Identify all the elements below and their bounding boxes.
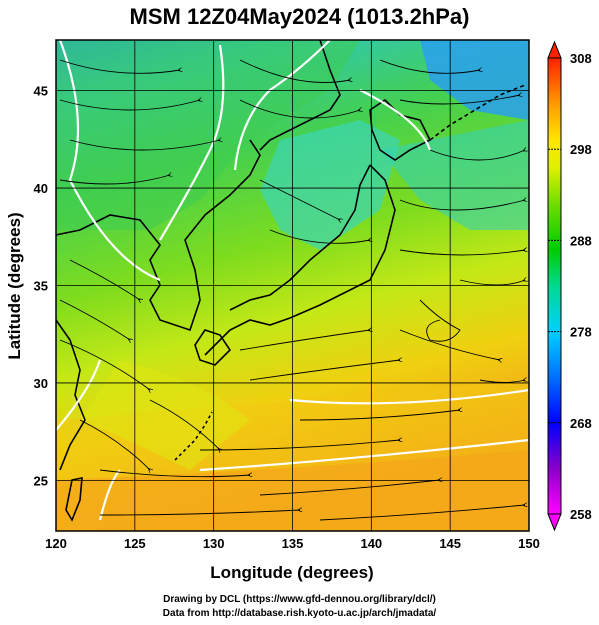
y-tick-label: 35: [34, 279, 48, 294]
x-tick-label: 120: [45, 536, 67, 551]
y-tick-label: 40: [34, 181, 48, 196]
x-axis-label: Longitude (degrees): [210, 563, 373, 582]
colorbar-tick-label: 278: [570, 325, 592, 340]
y-tick-label: 30: [34, 376, 48, 391]
colorbar-tick-label: 288: [570, 233, 592, 248]
colorbar: 258 268 278 288 298 308: [547, 40, 592, 532]
x-tick-label: 145: [439, 536, 461, 551]
isotherms: [56, 40, 529, 521]
x-axis-ticks: 120 125 130 135 140 145 150: [45, 536, 540, 551]
x-tick-label: 150: [518, 536, 540, 551]
wind-streamlines: [59, 59, 525, 521]
colorbar-tick-label: 308: [570, 51, 592, 66]
x-tick-label: 140: [360, 536, 382, 551]
credit-drawing: Drawing by DCL (https://www.gfd-dennou.o…: [163, 594, 436, 605]
y-tick-label: 45: [34, 84, 48, 99]
colorbar-bottom-triangle: [547, 513, 562, 532]
credit-data: Data from http://database.rish.kyoto-u.a…: [162, 608, 437, 619]
colorbar-tick-label: 268: [570, 416, 592, 431]
y-axis-ticks: 25 30 35 40 45: [34, 84, 48, 489]
y-axis-label: Latitude (degrees): [5, 212, 24, 359]
x-tick-label: 125: [124, 536, 146, 551]
coastlines: [56, 40, 526, 522]
x-tick-label: 135: [282, 536, 304, 551]
x-tick-label: 130: [203, 536, 225, 551]
plot-frame: [55, 39, 530, 532]
colorbar-top-triangle: [547, 40, 562, 59]
colorbar-tick-label: 298: [570, 142, 592, 157]
colorbar-tick-label: 258: [570, 507, 592, 522]
map-title: MSM 12Z04May2024 (1013.2hPa): [129, 4, 470, 29]
y-tick-label: 25: [34, 473, 48, 488]
